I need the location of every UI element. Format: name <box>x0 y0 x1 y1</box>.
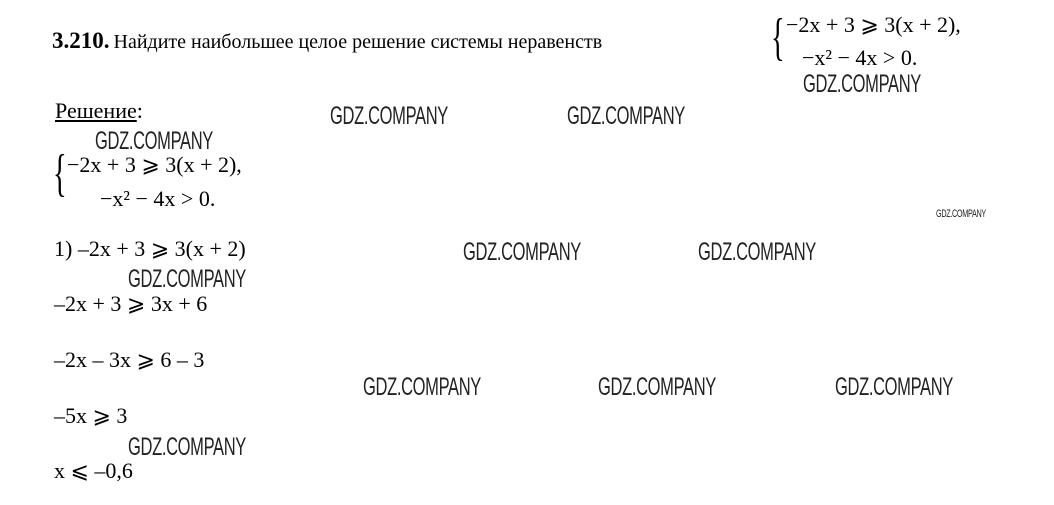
watermark: GDZ.COMPANY <box>803 70 921 98</box>
solution-heading-colon: : <box>136 98 143 123</box>
watermark: GDZ.COMPANY <box>463 238 581 266</box>
step-2: –2x + 3 ⩾ 3x + 6 <box>54 291 208 316</box>
watermark: GDZ.COMPANY <box>567 102 685 130</box>
watermark: GDZ.COMPANY <box>598 373 716 401</box>
problem-statement: 3.210. Найдите наибольшее целое решение … <box>52 28 602 54</box>
watermark: GDZ.COMPANY <box>128 433 246 461</box>
step-5: x ⩽ –0,6 <box>54 458 133 483</box>
problem-system-line-2: −x² − 4x > 0. <box>802 45 918 70</box>
solution-system-line-2: −x² − 4x > 0. <box>100 186 216 211</box>
problem-number: 3.210. <box>52 28 110 53</box>
watermark: GDZ.COMPANY <box>835 373 953 401</box>
system-brace: { <box>771 9 785 66</box>
step-3: –2x – 3x ⩾ 6 – 3 <box>54 347 205 372</box>
watermark: GDZ.COMPANY <box>363 373 481 401</box>
watermark: GDZ.COMPANY <box>95 127 213 155</box>
step-1: 1) –2x + 3 ⩾ 3(x + 2) <box>54 236 246 261</box>
step-4: –5x ⩾ 3 <box>54 403 128 428</box>
watermark: GDZ.COMPANY <box>698 238 816 266</box>
solution-heading-text: Решение <box>55 98 137 123</box>
system-brace: { <box>53 145 67 202</box>
problem-text: Найдите наибольшее целое решение системы… <box>113 31 603 53</box>
watermark: GDZ.COMPANY <box>128 265 246 293</box>
solution-system-line-1: −2x + 3 ⩾ 3(x + 2), <box>67 152 242 177</box>
solution-heading: Решение: <box>55 98 143 124</box>
problem-system-line-1: −2x + 3 ⩾ 3(x + 2), <box>786 12 961 37</box>
watermark: GDZ.COMPANY <box>330 102 448 130</box>
watermark: GDZ.COMPANY <box>936 208 986 220</box>
